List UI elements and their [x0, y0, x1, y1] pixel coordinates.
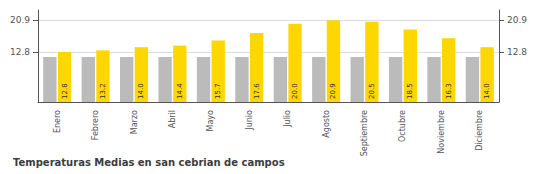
svg-text:Mayo: Mayo — [206, 110, 215, 132]
svg-text:20.5: 20.5 — [368, 83, 376, 99]
svg-text:17.6: 17.6 — [253, 83, 261, 99]
svg-text:14.0: 14.0 — [483, 83, 491, 99]
svg-text:12.8: 12.8 — [10, 47, 30, 57]
svg-text:Febrero: Febrero — [91, 110, 100, 140]
svg-text:13.2: 13.2 — [99, 83, 107, 99]
svg-text:Temperaturas Medias en san ceb: Temperaturas Medias en san cebrian de ca… — [13, 157, 285, 168]
svg-text:20.9: 20.9 — [10, 15, 30, 25]
svg-text:15.7: 15.7 — [214, 83, 222, 99]
svg-text:Octubre: Octubre — [398, 110, 407, 142]
svg-text:Enero: Enero — [53, 110, 62, 133]
svg-text:Marzo: Marzo — [130, 110, 139, 134]
svg-text:Septiembre: Septiembre — [360, 110, 369, 156]
svg-text:Noviembre: Noviembre — [437, 110, 446, 154]
svg-text:Julio: Julio — [283, 110, 292, 128]
svg-text:18.5: 18.5 — [406, 83, 414, 99]
svg-text:Abril: Abril — [168, 110, 177, 128]
svg-text:14.4: 14.4 — [176, 83, 184, 99]
svg-text:14.0: 14.0 — [137, 83, 145, 99]
svg-text:16.3: 16.3 — [445, 83, 453, 99]
svg-text:Junio: Junio — [245, 110, 254, 131]
svg-text:20.0: 20.0 — [291, 83, 299, 99]
svg-text:Agosto: Agosto — [322, 110, 331, 138]
svg-text:12.8: 12.8 — [61, 83, 69, 99]
svg-text:Diciembre: Diciembre — [475, 110, 484, 151]
svg-text:20.9: 20.9 — [329, 83, 337, 99]
svg-text:12.8: 12.8 — [507, 47, 527, 57]
svg-text:20.9: 20.9 — [507, 15, 527, 25]
